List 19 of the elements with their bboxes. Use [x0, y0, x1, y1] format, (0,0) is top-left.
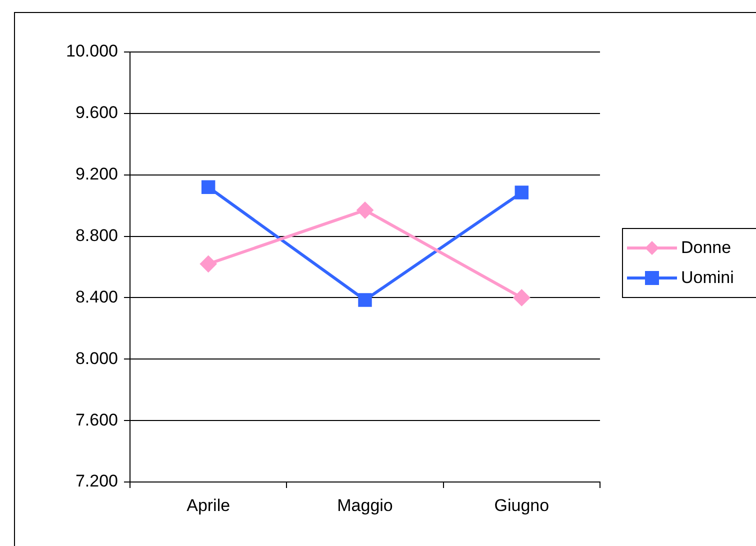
x-tick-label: Aprile	[186, 496, 230, 515]
y-tick-label: 9.200	[75, 164, 118, 184]
y-tick-label: 8.400	[75, 287, 118, 306]
y-tick-label: 7.600	[75, 410, 118, 430]
y-tick-label: 10.000	[66, 42, 118, 61]
point	[356, 202, 374, 219]
y-tick-label: 8.000	[75, 348, 118, 368]
point	[513, 289, 530, 306]
point	[200, 255, 217, 272]
point	[358, 293, 372, 307]
legend-label: Uomini	[681, 268, 734, 288]
y-tick-label: 9.600	[75, 103, 118, 122]
y-tick-label: 8.800	[75, 226, 118, 245]
point	[201, 180, 216, 194]
x-tick-label: Maggio	[337, 496, 393, 515]
legend-label: Donne	[681, 238, 732, 258]
x-tick-label: Giugno	[494, 496, 550, 515]
y-tick-label: 7.200	[75, 472, 118, 491]
point	[514, 186, 529, 200]
